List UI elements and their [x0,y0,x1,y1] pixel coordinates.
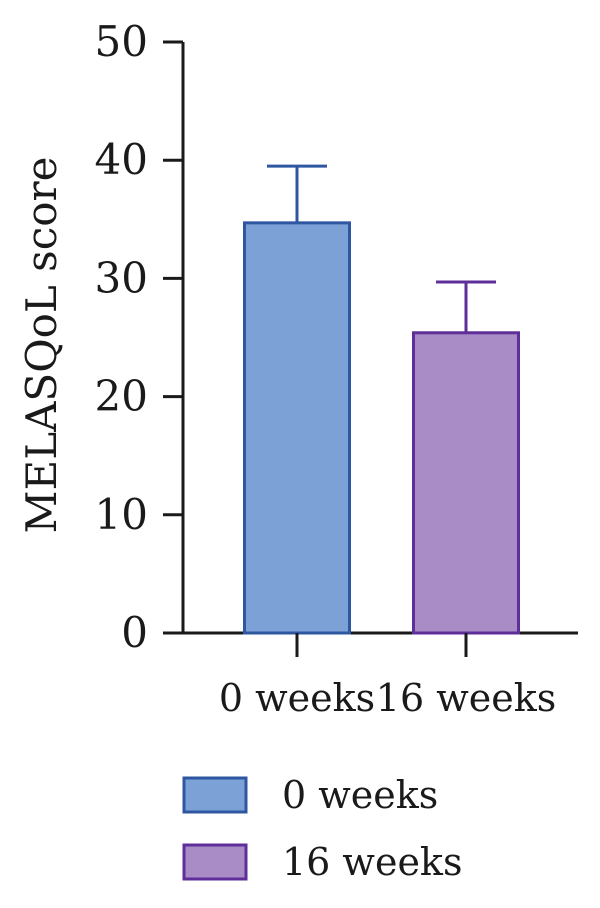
x-tick-label: 0 weeks [219,676,375,720]
y-tick-label: 30 [95,253,148,302]
y-axis-label: MELASQoL score [17,157,66,534]
y-tick-label: 20 [95,372,148,421]
y-tick-label: 0 [121,608,148,657]
legend-swatch [182,776,248,814]
bar [243,221,351,635]
legend-swatch [182,843,248,881]
legend-label: 16 weeks [282,840,462,884]
x-tick-label: 16 weeks [376,676,556,720]
y-axis-ticks: 0 10 20 30 40 50 [95,17,183,657]
y-tick-label: 10 [95,490,148,539]
bars [243,164,520,635]
bar [412,331,520,635]
legend: 0 weeks 16 weeks [182,773,462,884]
x-axis-ticks: 0 weeks 16 weeks [219,633,556,720]
y-tick-label: 40 [95,135,148,184]
y-tick-label: 50 [95,17,148,66]
legend-label: 0 weeks [282,773,438,817]
